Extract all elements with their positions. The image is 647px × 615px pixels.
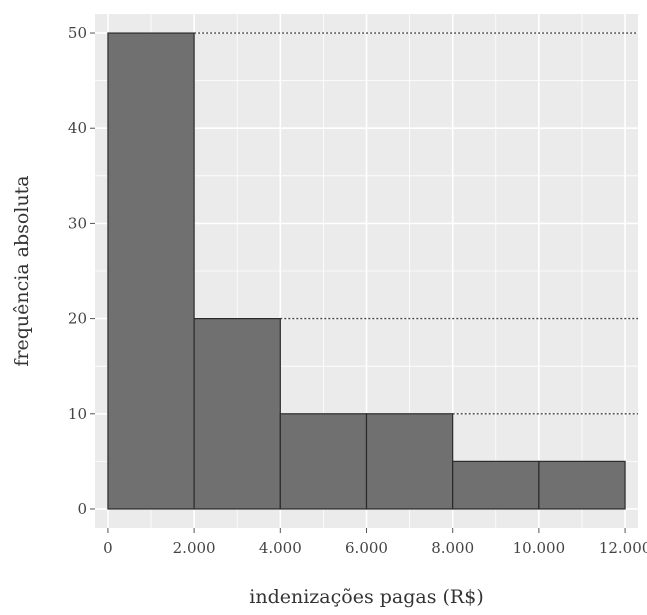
x-axis: 0 2.000 4.000 6.000 8.000 10.000 12.000 [103,528,647,557]
histogram-bar [365,413,454,510]
histogram-bar [538,460,626,510]
histogram-bar [193,317,281,510]
histogram-bar [107,32,195,510]
y-tick-label: 40 [68,119,87,137]
x-tick-label: 8.000 [431,539,474,557]
y-axis-title: frequência absoluta [11,175,33,366]
y-axis: 0 10 20 30 40 50 [68,24,95,518]
x-tick-label: 10.000 [513,539,566,557]
histogram-bar [279,413,368,510]
x-tick-label: 6.000 [345,539,388,557]
x-tick-label: 2.000 [173,539,216,557]
reference-lines [194,32,638,415]
y-tick-label: 10 [68,405,87,423]
y-tick-label: 50 [68,24,87,42]
histogram-bars [107,32,626,510]
histogram-bar [452,460,540,510]
x-tick-label: 0 [103,539,113,557]
x-tick-label: 12.000 [599,539,647,557]
y-tick-label: 20 [68,310,87,328]
x-axis-title: indenizações pagas (R$) [249,586,483,608]
x-tick-label: 4.000 [259,539,302,557]
y-tick-label: 0 [77,500,87,518]
y-tick-label: 30 [68,214,87,232]
